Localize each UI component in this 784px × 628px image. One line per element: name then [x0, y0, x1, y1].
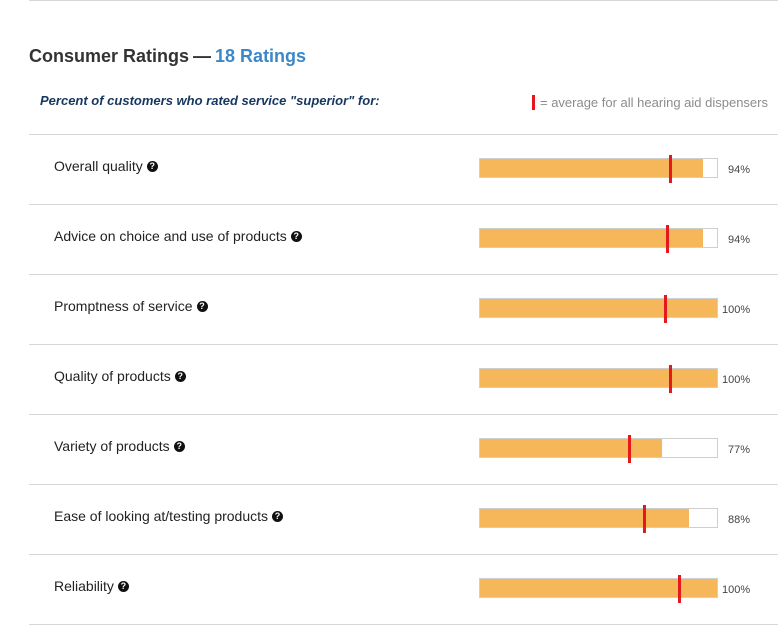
rating-label: Quality of products?: [54, 368, 186, 384]
rating-percent: 100%: [722, 374, 751, 386]
rating-percent: 77%: [728, 444, 751, 456]
rating-row: Ease of looking at/testing products? 88%: [29, 485, 778, 555]
rating-bar: [479, 295, 718, 323]
rating-bar-fill: [480, 579, 717, 597]
rating-row: Promptness of service? 100%: [29, 275, 778, 345]
rating-bar: [479, 505, 718, 533]
average-legend: = average for all hearing aid dispensers: [531, 95, 768, 110]
rating-bar-fill: [480, 369, 717, 387]
rating-label: Reliability?: [54, 578, 129, 594]
rating-bar: [479, 225, 718, 253]
average-marker: [628, 435, 632, 463]
rating-row: Advice on choice and use of products? 94%: [29, 205, 778, 275]
ratings-question: Percent of customers who rated service "…: [40, 93, 380, 108]
rating-row: Overall quality? 94%: [29, 135, 778, 205]
rating-bar-fill: [480, 229, 703, 247]
rating-label: Advice on choice and use of products?: [54, 228, 302, 244]
average-marker: [666, 225, 670, 253]
question-circle-icon[interactable]: ?: [196, 300, 208, 312]
average-marker: [663, 295, 667, 323]
rating-label-text: Reliability: [54, 578, 114, 594]
rating-percent: 94%: [728, 164, 751, 176]
question-circle-icon[interactable]: ?: [290, 230, 302, 242]
top-divider: [29, 0, 778, 1]
rating-bar-fill: [480, 439, 663, 457]
rating-percent: 100%: [722, 584, 751, 596]
rating-percent: 100%: [722, 304, 751, 316]
section-title-text: Consumer Ratings: [29, 46, 190, 66]
average-marker: [678, 575, 682, 603]
rating-bar: [479, 435, 718, 463]
average-marker-legend-icon: [531, 95, 535, 110]
question-circle-icon[interactable]: ?: [146, 160, 158, 172]
rating-bar-fill: [480, 159, 703, 177]
question-circle-icon[interactable]: ?: [173, 440, 185, 452]
rating-row: Reliability? 100%: [29, 555, 778, 625]
rating-label-text: Overall quality: [54, 158, 143, 174]
consumer-ratings-heading: Consumer Ratings —18 Ratings: [29, 46, 306, 67]
rating-bar: [479, 575, 718, 603]
rating-bar-fill: [480, 299, 717, 317]
rating-label-text: Variety of products: [54, 438, 170, 454]
ratings-list: Overall quality? 94% Advice on choice and …: [29, 134, 778, 625]
ratings-count-link[interactable]: 18 Ratings: [215, 46, 307, 66]
question-circle-icon[interactable]: ?: [117, 580, 129, 592]
rating-percent: 94%: [728, 234, 751, 246]
rating-bar: [479, 155, 718, 183]
legend-text: = average for all hearing aid dispensers: [539, 95, 768, 110]
rating-label-text: Quality of products: [54, 368, 171, 384]
rating-row: Variety of products? 77%: [29, 415, 778, 485]
rating-label: Ease of looking at/testing products?: [54, 508, 284, 524]
title-separator: —: [193, 46, 212, 66]
rating-percent: 88%: [728, 514, 751, 526]
average-marker: [668, 155, 672, 183]
average-marker: [642, 505, 646, 533]
rating-bar: [479, 365, 718, 393]
rating-row: Quality of products? 100%: [29, 345, 778, 415]
rating-label: Variety of products?: [54, 438, 185, 454]
question-circle-icon[interactable]: ?: [272, 510, 284, 522]
rating-label-text: Promptness of service: [54, 298, 193, 314]
question-circle-icon[interactable]: ?: [174, 370, 186, 382]
rating-label-text: Advice on choice and use of products: [54, 228, 287, 244]
rating-label-text: Ease of looking at/testing products: [54, 508, 269, 524]
rating-bar-fill: [480, 509, 689, 527]
rating-label: Overall quality?: [54, 158, 158, 174]
average-marker: [668, 365, 672, 393]
rating-label: Promptness of service?: [54, 298, 208, 314]
